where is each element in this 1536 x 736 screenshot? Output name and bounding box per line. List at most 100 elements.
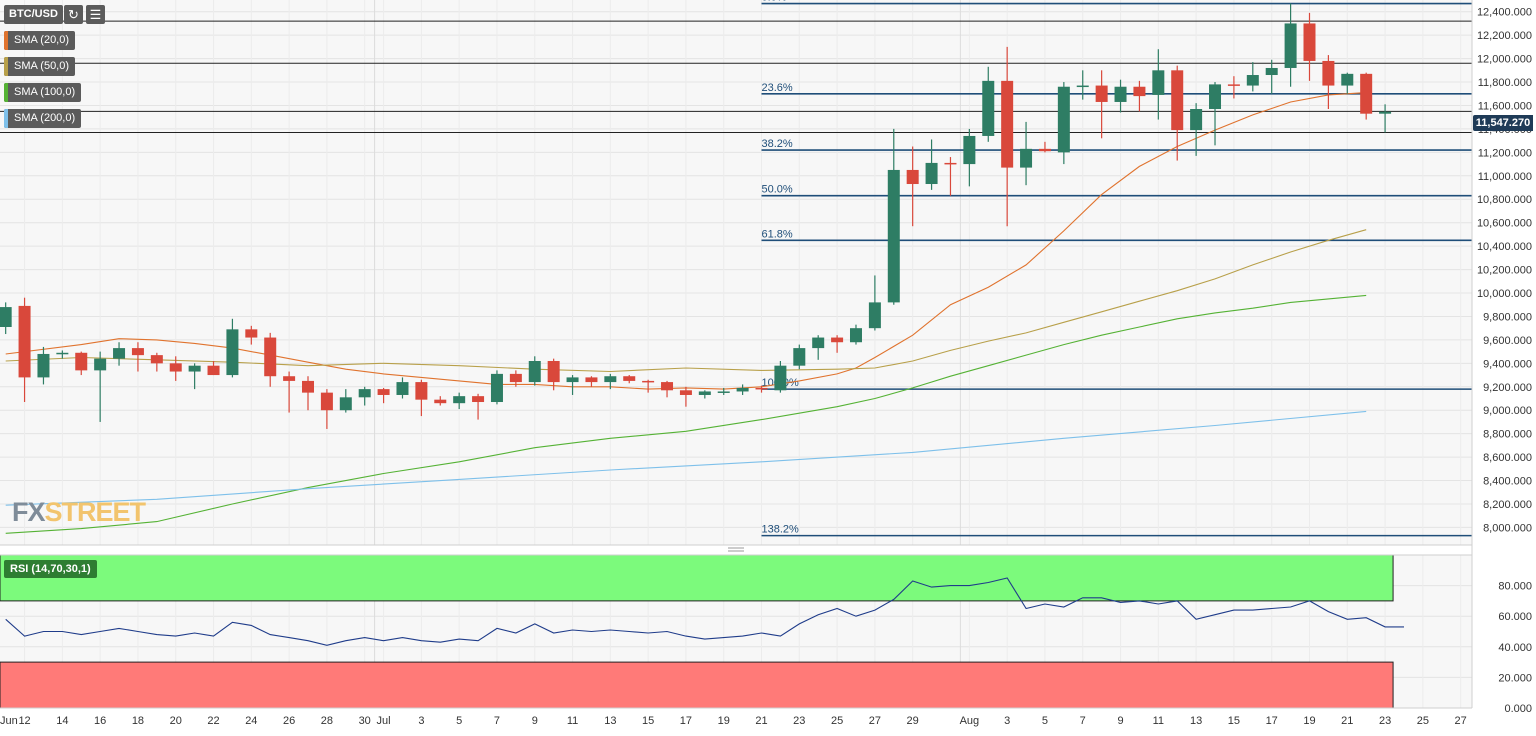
x-tick-label: 14 bbox=[56, 715, 68, 727]
candle-down bbox=[906, 146, 919, 227]
candle-body bbox=[1133, 86, 1146, 97]
x-tick-label: 19 bbox=[1303, 715, 1315, 727]
x-tick-label: 16 bbox=[94, 715, 106, 727]
sma-line bbox=[5, 294, 1367, 534]
candle-up bbox=[1284, 3, 1297, 87]
candle-body bbox=[226, 329, 239, 376]
candle-down bbox=[377, 387, 390, 404]
fibonacci-label: 38.2% bbox=[762, 138, 793, 150]
candle-body bbox=[264, 337, 277, 377]
candle-body bbox=[302, 380, 315, 393]
candle-body bbox=[585, 377, 598, 383]
x-tick-label: 12 bbox=[18, 715, 30, 727]
x-tick-label: 3 bbox=[418, 715, 424, 727]
candle-down bbox=[320, 389, 333, 429]
candle-up bbox=[1057, 82, 1070, 165]
legend-label: SMA (100,0) bbox=[14, 86, 76, 98]
rsi-tick-label: 60.000 bbox=[1498, 611, 1532, 623]
x-tick-label: 21 bbox=[1341, 715, 1353, 727]
candle-up bbox=[887, 128, 900, 305]
legend-label: SMA (50,0) bbox=[14, 60, 70, 72]
legend-swatch bbox=[4, 83, 8, 102]
candle-up bbox=[1190, 103, 1203, 156]
legend-item[interactable]: SMA (100,0) bbox=[4, 83, 82, 102]
candle-down bbox=[207, 360, 220, 376]
candle-body bbox=[793, 348, 806, 366]
legend-item[interactable]: SMA (50,0) bbox=[4, 57, 76, 76]
candle-up bbox=[1114, 79, 1127, 113]
candle-body bbox=[623, 376, 636, 381]
candle-up bbox=[604, 373, 617, 390]
legend-item[interactable]: SMA (200,0) bbox=[4, 109, 82, 128]
candle-up bbox=[1076, 70, 1089, 100]
candle-body bbox=[207, 365, 220, 376]
candle-body bbox=[396, 382, 409, 395]
price-tick-label: 11,000.000 bbox=[1478, 171, 1532, 183]
candle-up bbox=[358, 386, 371, 406]
price-tick-label: 8,800.000 bbox=[1483, 429, 1532, 441]
candle-down bbox=[509, 370, 522, 387]
candle-down bbox=[679, 386, 692, 407]
x-tick-label: Jul bbox=[377, 715, 391, 727]
candle-body bbox=[1379, 111, 1392, 114]
candle-body bbox=[906, 169, 919, 185]
candle-down bbox=[1303, 12, 1316, 81]
rsi-tick-label: 20.000 bbox=[1498, 672, 1532, 684]
candle-up bbox=[188, 363, 201, 390]
x-tick-label: 5 bbox=[1042, 715, 1048, 727]
candle-body bbox=[831, 337, 844, 343]
candle-body bbox=[717, 391, 730, 393]
legend-item[interactable]: SMA (20,0) bbox=[4, 31, 76, 50]
last-price-tag: 11,547.270 bbox=[1473, 115, 1533, 131]
x-tick-label: 17 bbox=[680, 715, 692, 727]
legend-swatch bbox=[4, 31, 8, 50]
refresh-icon[interactable]: ↻ bbox=[64, 5, 83, 24]
candle-up bbox=[1152, 49, 1165, 120]
symbol-label[interactable]: BTC/USD bbox=[4, 5, 63, 24]
candle-body bbox=[490, 373, 503, 403]
candle-down bbox=[1227, 76, 1240, 99]
candle-body bbox=[131, 348, 144, 356]
candle-body bbox=[1020, 148, 1033, 168]
x-tick-label: 18 bbox=[132, 715, 144, 727]
x-tick-label: 15 bbox=[1228, 715, 1240, 727]
x-tick-label: 5 bbox=[456, 715, 462, 727]
rsi-label[interactable]: RSI (14,70,30,1) bbox=[4, 560, 97, 578]
candle-body bbox=[1341, 73, 1354, 86]
x-tick-label: 11 bbox=[1153, 715, 1164, 727]
candle-up bbox=[56, 350, 69, 359]
price-tick-label: 9,600.000 bbox=[1483, 335, 1532, 347]
price-tick-label: 9,800.000 bbox=[1483, 311, 1532, 323]
calendar-icon[interactable]: ☰ bbox=[86, 5, 105, 24]
candle-up bbox=[849, 324, 862, 345]
legend-swatch bbox=[4, 57, 8, 76]
candle-down bbox=[434, 396, 447, 406]
candle-body bbox=[472, 396, 485, 403]
price-tick-label: 8,000.000 bbox=[1483, 522, 1532, 534]
candle-up bbox=[717, 387, 730, 395]
candle-down bbox=[131, 342, 144, 372]
price-tick-label: 8,200.000 bbox=[1483, 499, 1532, 511]
candle-body bbox=[774, 365, 787, 391]
price-tick-label: 9,200.000 bbox=[1483, 382, 1532, 394]
candle-body bbox=[812, 337, 825, 349]
candle-down bbox=[283, 371, 296, 413]
candle-down bbox=[18, 297, 31, 403]
rsi-overbought-zone bbox=[0, 554, 1394, 602]
candle-body bbox=[1284, 23, 1297, 68]
x-tick-label: 3 bbox=[1004, 715, 1010, 727]
candle-body bbox=[1057, 86, 1070, 153]
x-tick-label: 30 bbox=[359, 715, 371, 727]
candle-body bbox=[1190, 109, 1203, 131]
candle-body bbox=[1001, 80, 1014, 168]
rsi-oversold-zone bbox=[0, 661, 1394, 709]
candle-body bbox=[18, 305, 31, 378]
candle-down bbox=[415, 379, 428, 417]
candle-body bbox=[453, 396, 466, 404]
candle-body bbox=[698, 391, 711, 395]
candle-up bbox=[226, 318, 239, 378]
candle-body bbox=[339, 397, 352, 411]
candle-up bbox=[793, 344, 806, 370]
pane-separator bbox=[0, 545, 1472, 555]
x-tick-label: 7 bbox=[1080, 715, 1086, 727]
